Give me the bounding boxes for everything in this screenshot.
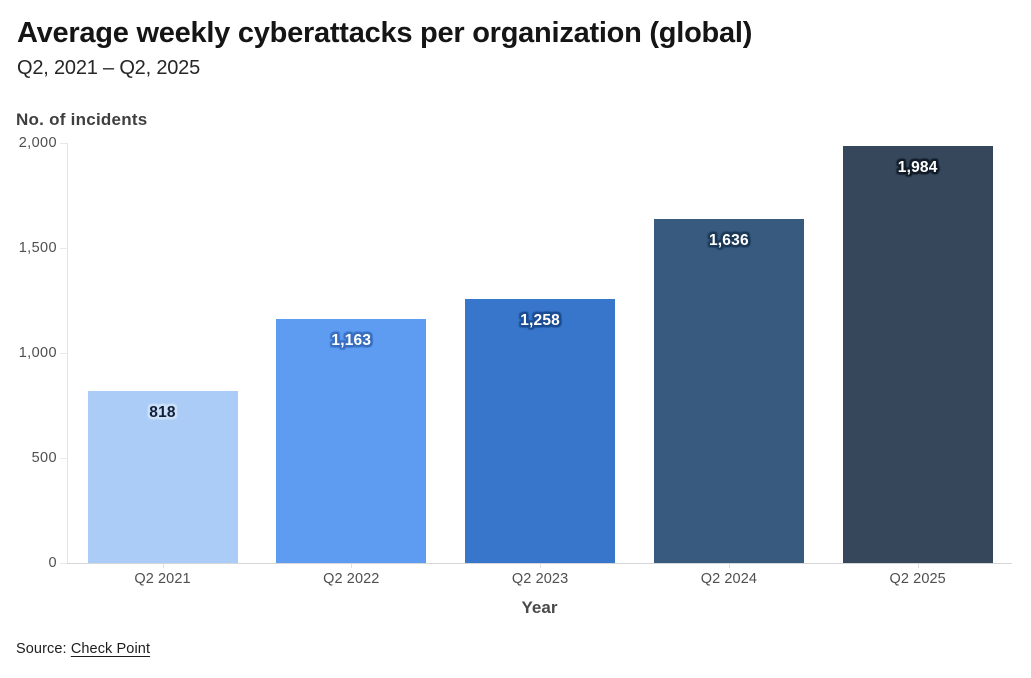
y-axis-tick-label: 2,000 <box>18 135 57 151</box>
x-axis-title: Year <box>521 598 558 617</box>
bar-q2-2024[interactable] <box>653 219 804 563</box>
bar-value-label: 1,636 <box>708 232 749 250</box>
y-axis-tick-label: 500 <box>31 450 57 466</box>
x-axis-tick-label: Q2 2023 <box>511 571 569 587</box>
source-prefix: Source: <box>16 641 67 657</box>
y-axis-line <box>67 143 68 563</box>
y-axis-tick <box>60 143 67 144</box>
y-axis-tick-label: 1,500 <box>18 240 57 256</box>
bar-value-label: 1,163 <box>331 331 372 349</box>
x-axis-tick-label: Q2 2025 <box>889 571 946 587</box>
y-axis-tick <box>60 458 67 459</box>
chart-title: Average weekly cyberattacks per organiza… <box>17 17 753 49</box>
bar-q2-2021[interactable] <box>87 391 238 563</box>
x-axis-tick <box>163 564 164 568</box>
x-axis-tick-label: Q2 2021 <box>134 571 191 587</box>
chart-subtitle: Q2, 2021 – Q2, 2025 <box>17 57 201 79</box>
bar-value-label: 1,984 <box>897 159 938 177</box>
x-axis-tick-label: Q2 2022 <box>323 571 380 587</box>
x-axis-tick <box>540 564 541 568</box>
y-axis-tick-label: 0 <box>48 555 57 571</box>
source-link[interactable]: Check Point <box>70 641 151 657</box>
bar-value-label: 1,258 <box>520 311 560 329</box>
bar-value-label: 818 <box>149 404 176 422</box>
bar-q2-2023[interactable] <box>465 298 616 563</box>
x-axis-baseline <box>67 563 1012 564</box>
y-axis-unit-label: No. of incidents <box>16 110 148 129</box>
y-axis-tick <box>60 248 67 249</box>
bar-q2-2025[interactable] <box>842 146 993 563</box>
y-axis-tick-label: 1,000 <box>18 345 57 361</box>
x-axis-tick-label: Q2 2024 <box>700 571 758 587</box>
bar-q2-2022[interactable] <box>276 318 427 563</box>
y-axis-tick <box>60 563 67 564</box>
x-axis-tick <box>918 564 919 568</box>
x-axis-tick <box>351 564 352 568</box>
y-axis-tick <box>60 353 67 354</box>
x-axis-tick <box>729 564 730 568</box>
source-line: Source: Check Point <box>16 641 151 657</box>
